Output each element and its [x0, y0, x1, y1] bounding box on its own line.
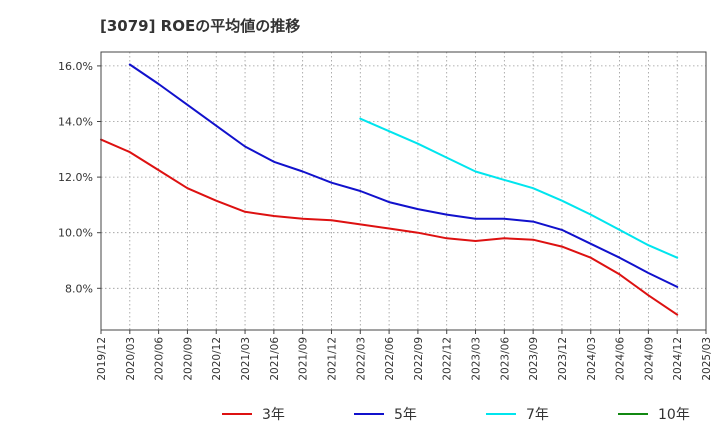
- legend-label: 7年: [526, 407, 549, 423]
- x-tick-label: 2021/06: [269, 337, 281, 381]
- x-tick-label: 2020/09: [182, 337, 194, 381]
- x-tick-label: 2023/06: [499, 337, 511, 381]
- legend-label: 10年: [658, 407, 690, 423]
- x-tick-label: 2021/03: [240, 337, 252, 381]
- x-axis-ticks: 2019/12 2020/03 2020/06 2020/09 2020/12 2021/…: [96, 330, 713, 381]
- legend-label: 5年: [394, 407, 417, 423]
- x-tick-label: 2024/03: [586, 337, 598, 381]
- x-tick-label: 2024/12: [672, 337, 684, 381]
- y-tick-label: 10.0%: [58, 227, 93, 240]
- x-tick-label: 2023/09: [528, 337, 540, 381]
- y-tick-label: 12.0%: [58, 171, 93, 184]
- x-tick-label: 2023/03: [471, 337, 483, 381]
- x-tick-label: 2019/12: [96, 337, 108, 381]
- legend-label: 3年: [262, 407, 285, 423]
- x-tick-label: 2022/03: [355, 337, 367, 381]
- y-tick-label: 8.0%: [65, 282, 93, 295]
- y-axis-ticks: 8.0% 10.0% 12.0% 14.0% 16.0%: [58, 60, 101, 295]
- series-lines: [100, 63, 679, 316]
- x-tick-label: 2020/12: [211, 337, 223, 381]
- x-tick-label: 2023/12: [557, 337, 569, 381]
- grid-lines: [101, 52, 706, 330]
- x-tick-label: 2024/09: [643, 337, 655, 381]
- x-tick-label: 2024/06: [615, 337, 627, 381]
- chart-title: [3079] ROEの平均値の推移: [100, 17, 300, 35]
- series-line-1: [100, 138, 679, 316]
- x-tick-label: 2022/09: [413, 337, 425, 381]
- legend: 3年 5年 7年 10年: [222, 407, 690, 423]
- x-tick-label: 2022/12: [442, 337, 454, 381]
- x-tick-label: 2022/06: [384, 337, 396, 381]
- x-tick-label: 2021/12: [326, 337, 338, 381]
- x-tick-label: 2021/09: [298, 337, 310, 381]
- series-line-2: [128, 63, 679, 288]
- plot-frame: [100, 51, 707, 331]
- y-tick-label: 14.0%: [58, 116, 93, 129]
- x-tick-label: 2025/03: [701, 337, 713, 381]
- series-line-3: [359, 117, 679, 259]
- x-tick-label: 2020/06: [154, 337, 166, 381]
- x-tick-label: 2020/03: [125, 337, 137, 381]
- y-tick-label: 16.0%: [58, 60, 93, 73]
